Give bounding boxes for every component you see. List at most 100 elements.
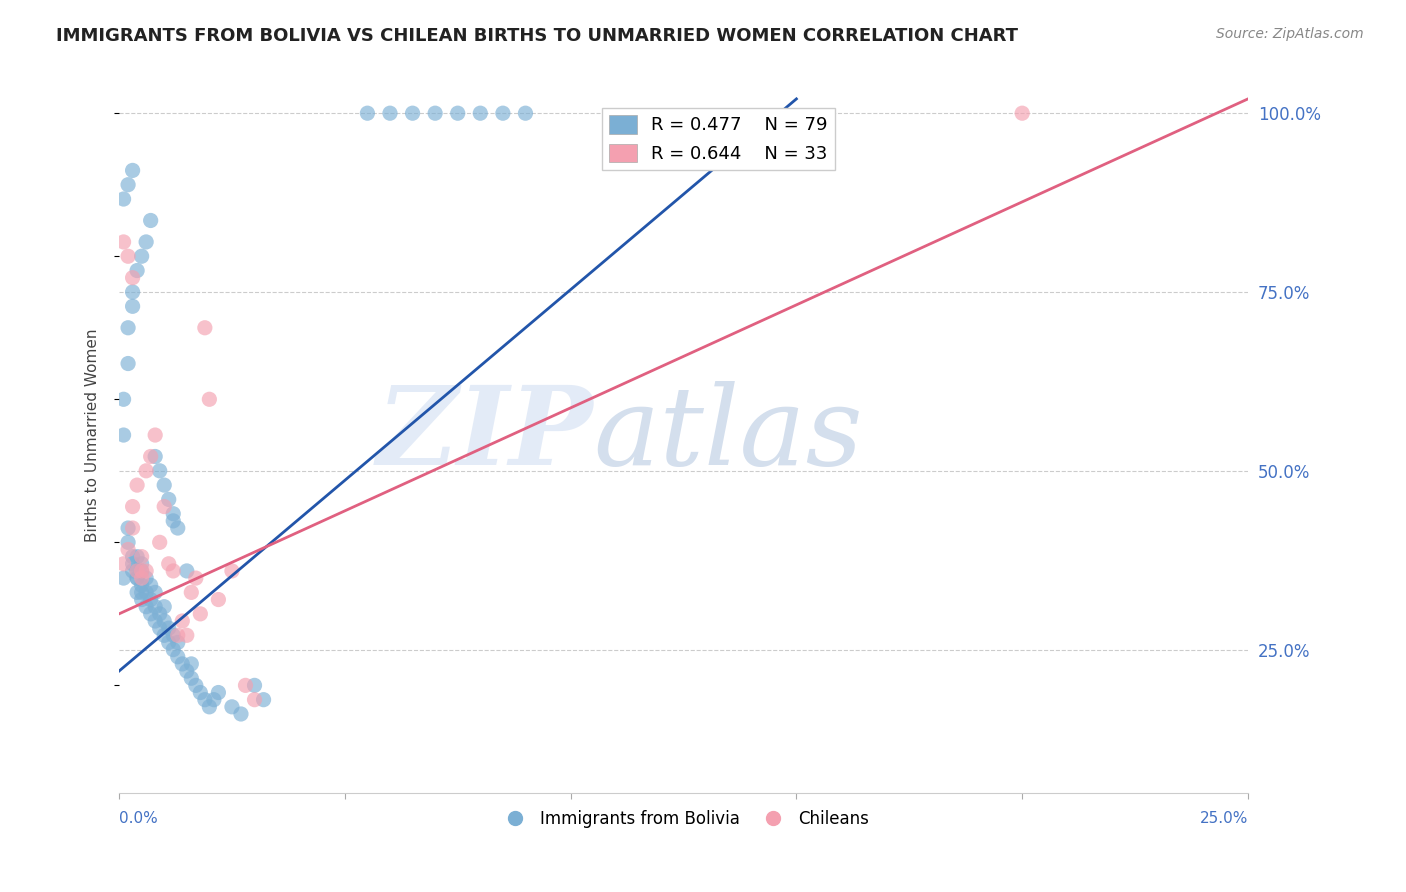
Point — [139, 578, 162, 592]
Point — [135, 571, 157, 585]
Point — [131, 564, 153, 578]
Point — [139, 592, 162, 607]
Point — [207, 592, 229, 607]
Point — [188, 685, 211, 699]
Point — [121, 521, 143, 535]
Point — [135, 564, 157, 578]
Point — [112, 192, 135, 206]
Point — [492, 106, 515, 120]
Text: 0.0%: 0.0% — [120, 811, 157, 825]
Point — [157, 557, 180, 571]
Point — [184, 571, 207, 585]
Point — [139, 607, 162, 621]
Point — [143, 599, 166, 614]
Point — [229, 706, 252, 721]
Point — [243, 678, 266, 692]
Point — [121, 270, 143, 285]
Point — [149, 535, 172, 549]
Point — [131, 557, 153, 571]
Point — [162, 642, 184, 657]
Point — [252, 692, 274, 706]
Point — [162, 628, 184, 642]
Point — [172, 657, 194, 671]
Point — [176, 664, 198, 678]
Point — [121, 163, 143, 178]
Point — [202, 692, 225, 706]
Point — [180, 585, 202, 599]
Point — [166, 649, 188, 664]
Legend: Immigrants from Bolivia, Chileans: Immigrants from Bolivia, Chileans — [492, 803, 876, 834]
Point — [121, 557, 143, 571]
Point — [401, 106, 423, 120]
Point — [117, 357, 139, 371]
Point — [153, 500, 176, 514]
Point — [127, 263, 149, 277]
Point — [153, 478, 176, 492]
Point — [135, 235, 157, 249]
Point — [131, 585, 153, 599]
Point — [153, 614, 176, 628]
Text: atlas: atlas — [593, 381, 863, 489]
Point — [135, 585, 157, 599]
Point — [135, 599, 157, 614]
Point — [149, 607, 172, 621]
Point — [166, 628, 188, 642]
Point — [135, 464, 157, 478]
Point — [447, 106, 470, 120]
Text: ZIP: ZIP — [377, 381, 593, 489]
Point — [112, 571, 135, 585]
Point — [176, 628, 198, 642]
Point — [127, 478, 149, 492]
Point — [143, 428, 166, 442]
Point — [162, 564, 184, 578]
Point — [127, 585, 149, 599]
Point — [127, 564, 149, 578]
Point — [176, 564, 198, 578]
Point — [127, 571, 149, 585]
Point — [194, 320, 217, 334]
Point — [378, 106, 401, 120]
Point — [127, 564, 149, 578]
Point — [117, 320, 139, 334]
Point — [207, 685, 229, 699]
Point — [143, 585, 166, 599]
Point — [121, 549, 143, 564]
Point — [162, 507, 184, 521]
Point — [180, 657, 202, 671]
Point — [166, 635, 188, 649]
Point — [198, 699, 221, 714]
Point — [117, 542, 139, 557]
Point — [1011, 106, 1033, 120]
Point — [139, 213, 162, 227]
Point — [221, 699, 243, 714]
Point — [121, 564, 143, 578]
Point — [131, 549, 153, 564]
Text: Source: ZipAtlas.com: Source: ZipAtlas.com — [1216, 27, 1364, 41]
Point — [356, 106, 378, 120]
Point — [198, 392, 221, 407]
Point — [112, 557, 135, 571]
Point — [166, 521, 188, 535]
Point — [117, 178, 139, 192]
Point — [131, 592, 153, 607]
Point — [153, 628, 176, 642]
Point — [121, 500, 143, 514]
Point — [184, 678, 207, 692]
Point — [127, 571, 149, 585]
Point — [221, 564, 243, 578]
Point — [131, 578, 153, 592]
Point — [180, 671, 202, 685]
Point — [157, 635, 180, 649]
Text: IMMIGRANTS FROM BOLIVIA VS CHILEAN BIRTHS TO UNMARRIED WOMEN CORRELATION CHART: IMMIGRANTS FROM BOLIVIA VS CHILEAN BIRTH… — [56, 27, 1018, 45]
Point — [188, 607, 211, 621]
Point — [139, 450, 162, 464]
Point — [131, 249, 153, 263]
Point — [172, 614, 194, 628]
Point — [131, 564, 153, 578]
Y-axis label: Births to Unmarried Women: Births to Unmarried Women — [86, 328, 100, 541]
Point — [112, 392, 135, 407]
Point — [127, 549, 149, 564]
Point — [157, 621, 180, 635]
Point — [112, 428, 135, 442]
Point — [153, 599, 176, 614]
